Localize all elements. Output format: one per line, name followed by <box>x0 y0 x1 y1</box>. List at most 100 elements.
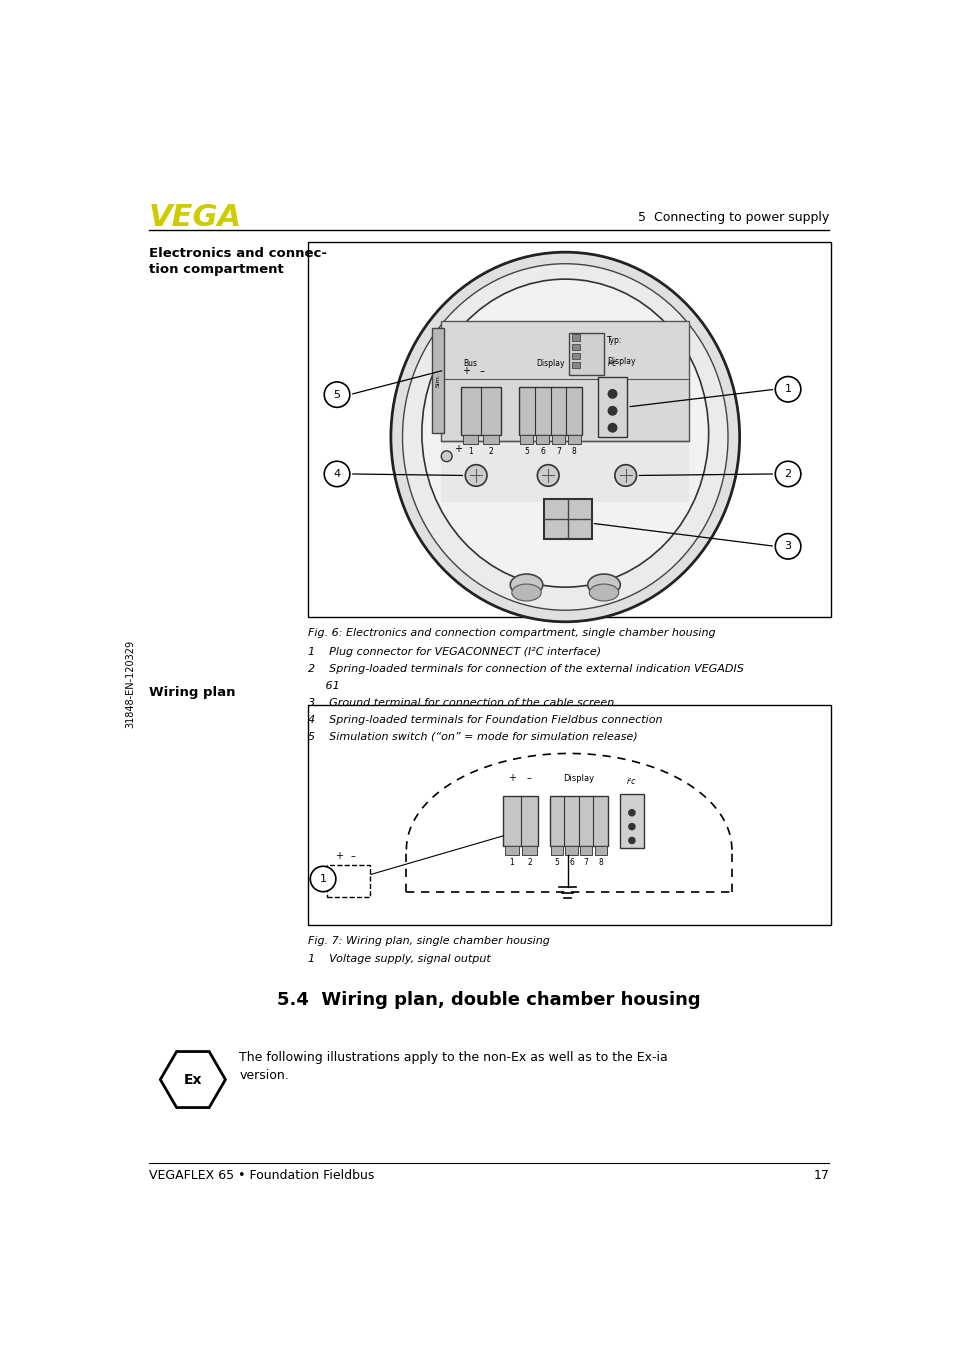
Circle shape <box>537 464 558 486</box>
Bar <box>441 321 688 441</box>
Text: +: + <box>335 852 342 861</box>
Text: 1    Plug connector for VEGACONNECT (I²C interface): 1 Plug connector for VEGACONNECT (I²C in… <box>307 647 600 657</box>
Text: Typ:: Typ: <box>606 336 622 345</box>
Ellipse shape <box>589 584 618 601</box>
Bar <box>572 362 579 368</box>
Text: –: – <box>526 773 532 784</box>
Text: 8: 8 <box>598 858 602 867</box>
Circle shape <box>775 462 800 486</box>
Text: 17: 17 <box>812 1169 828 1182</box>
Bar <box>552 435 564 444</box>
Ellipse shape <box>391 252 739 621</box>
Text: 1: 1 <box>468 447 473 456</box>
Text: Display: Display <box>606 357 635 366</box>
Text: 6: 6 <box>539 447 544 456</box>
Text: Wiring plan: Wiring plan <box>149 686 235 699</box>
Text: 5    Simulation switch (“on” = mode for simulation release): 5 Simulation switch (“on” = mode for sim… <box>307 731 637 742</box>
Bar <box>327 865 369 898</box>
Bar <box>307 705 830 925</box>
Text: Ex: Ex <box>183 1072 202 1086</box>
Text: 2: 2 <box>488 447 493 456</box>
Text: Fig. 7: Wiring plan, single chamber housing: Fig. 7: Wiring plan, single chamber hous… <box>307 936 549 945</box>
Text: 5.4  Wiring plan, double chamber housing: 5.4 Wiring plan, double chamber housing <box>276 991 700 1009</box>
Text: +: + <box>461 366 470 376</box>
Circle shape <box>310 867 335 892</box>
Ellipse shape <box>511 584 540 601</box>
Bar <box>504 846 518 856</box>
Text: 1    Voltage supply, signal output: 1 Voltage supply, signal output <box>307 955 490 964</box>
Text: 5: 5 <box>524 447 529 456</box>
Text: 5: 5 <box>334 390 340 399</box>
Text: VEGAFLEX 65 • Foundation Fieldbus: VEGAFLEX 65 • Foundation Fieldbus <box>149 1169 374 1182</box>
Circle shape <box>465 464 486 486</box>
Text: Sim.: Sim. <box>436 374 440 387</box>
Bar <box>519 435 533 444</box>
Text: VEGA: VEGA <box>149 203 241 233</box>
Bar <box>572 334 579 341</box>
Text: The following illustrations apply to the non-Ex as well as to the Ex-ia
version.: The following illustrations apply to the… <box>239 1051 667 1082</box>
Circle shape <box>441 451 452 462</box>
Text: 2    Spring-loaded terminals for connection of the external indication VEGADIS: 2 Spring-loaded terminals for connection… <box>307 663 742 674</box>
Text: 5: 5 <box>554 858 558 867</box>
Bar <box>567 435 580 444</box>
Text: 2: 2 <box>783 468 791 479</box>
Bar <box>549 796 607 846</box>
Text: 3: 3 <box>783 542 791 551</box>
Bar <box>482 435 498 444</box>
Text: +: + <box>454 444 462 454</box>
Circle shape <box>608 424 617 432</box>
Bar <box>594 846 606 856</box>
Text: Electronics and connec-
tion compartment: Electronics and connec- tion compartment <box>149 248 326 276</box>
Bar <box>572 353 579 359</box>
Bar <box>579 846 592 856</box>
Text: 1: 1 <box>783 385 791 394</box>
Circle shape <box>775 376 800 402</box>
Text: 6: 6 <box>569 858 574 867</box>
Text: 2: 2 <box>526 858 531 867</box>
Text: 61: 61 <box>307 681 339 691</box>
Circle shape <box>608 390 617 398</box>
Bar <box>536 435 548 444</box>
Text: Display: Display <box>536 359 564 368</box>
Ellipse shape <box>421 279 708 588</box>
Text: Fig. 6: Electronics and connection compartment, single chamber housing: Fig. 6: Electronics and connection compa… <box>307 627 715 638</box>
Polygon shape <box>160 1052 225 1108</box>
Bar <box>441 443 688 502</box>
Text: 3    Ground terminal for connection of the cable screen: 3 Ground terminal for connection of the … <box>307 697 613 708</box>
Bar <box>565 846 578 856</box>
Bar <box>598 376 627 437</box>
Text: 4: 4 <box>334 468 340 479</box>
Bar <box>503 796 537 846</box>
Bar <box>618 795 643 848</box>
Ellipse shape <box>510 574 542 596</box>
Bar <box>462 435 478 444</box>
Text: 1: 1 <box>319 873 326 884</box>
Text: i²c: i²c <box>607 359 617 368</box>
Bar <box>569 333 603 375</box>
Text: 7: 7 <box>556 447 560 456</box>
Bar <box>521 846 536 856</box>
Circle shape <box>324 462 350 486</box>
Text: Bus: Bus <box>463 359 477 368</box>
Circle shape <box>628 810 635 816</box>
Text: 7: 7 <box>583 858 588 867</box>
Text: 5  Connecting to power supply: 5 Connecting to power supply <box>638 211 828 223</box>
Text: Display: Display <box>562 774 594 784</box>
Text: +: + <box>507 773 516 784</box>
Circle shape <box>628 823 635 830</box>
Circle shape <box>608 406 617 416</box>
Circle shape <box>324 382 350 408</box>
Text: –: – <box>479 366 484 376</box>
Text: 8: 8 <box>572 447 577 456</box>
Text: –: – <box>351 852 355 861</box>
Text: 31848-EN-120329: 31848-EN-120329 <box>125 639 135 728</box>
Bar <box>518 387 581 435</box>
Circle shape <box>775 533 800 559</box>
Bar <box>543 498 591 539</box>
Bar <box>432 328 444 433</box>
Text: 1: 1 <box>509 858 514 867</box>
Bar <box>307 242 830 617</box>
Bar <box>460 387 500 435</box>
Text: 4    Spring-loaded terminals for Foundation Fieldbus connection: 4 Spring-loaded terminals for Foundation… <box>307 715 661 724</box>
Bar <box>550 846 562 856</box>
